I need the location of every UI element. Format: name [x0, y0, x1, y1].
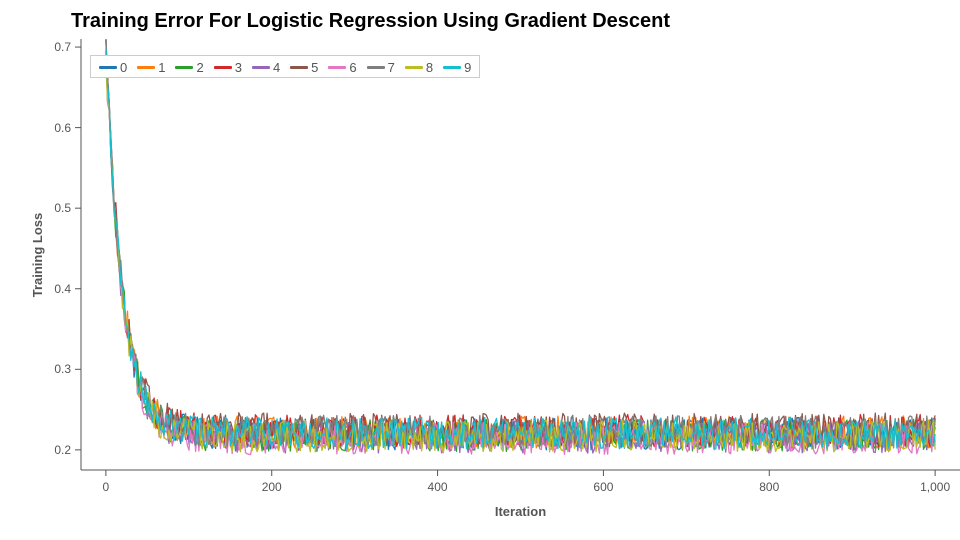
series-line [106, 49, 935, 449]
legend-label: 2 [196, 60, 203, 75]
legend-label: 1 [158, 60, 165, 75]
series-line [106, 61, 935, 448]
legend-swatch [443, 66, 461, 69]
legend-item: 5 [290, 60, 318, 75]
legend-swatch [175, 66, 193, 69]
legend-item: 6 [328, 60, 356, 75]
legend-item: 7 [367, 60, 395, 75]
x-tick-label: 0 [103, 480, 110, 494]
legend-label: 7 [388, 60, 395, 75]
chart-container: Training Error For Logistic Regression U… [0, 0, 960, 540]
series-line [106, 34, 935, 447]
legend-item: 1 [137, 60, 165, 75]
legend-label: 4 [273, 60, 280, 75]
legend-swatch [99, 66, 117, 69]
series-line [106, 51, 935, 445]
series-line [106, 40, 935, 447]
legend-swatch [252, 66, 270, 69]
legend-item: 4 [252, 60, 280, 75]
legend-swatch [328, 66, 346, 69]
legend-swatch [367, 66, 385, 69]
legend-label: 3 [235, 60, 242, 75]
legend-item: 2 [175, 60, 203, 75]
legend-swatch [290, 66, 308, 69]
legend-swatch [137, 66, 155, 69]
y-tick-label: 0.7 [54, 40, 71, 54]
legend-item: 0 [99, 60, 127, 75]
legend-swatch [214, 66, 232, 69]
x-tick-label: 400 [428, 480, 448, 494]
legend-label: 8 [426, 60, 433, 75]
y-tick-label: 0.4 [54, 282, 71, 296]
y-tick-label: 0.6 [54, 121, 71, 135]
x-tick-label: 600 [593, 480, 613, 494]
y-tick-label: 0.2 [54, 443, 71, 457]
legend: 0 1 2 3 4 5 6 7 8 9 [90, 55, 480, 78]
legend-label: 5 [311, 60, 318, 75]
series-line [106, 62, 935, 453]
series-line [106, 40, 935, 450]
legend-label: 6 [349, 60, 356, 75]
legend-label: 0 [120, 60, 127, 75]
legend-item: 9 [443, 60, 471, 75]
x-tick-label: 1,000 [920, 480, 950, 494]
series-line [106, 55, 935, 452]
series-line [106, 51, 935, 454]
x-tick-label: 800 [759, 480, 779, 494]
legend-label: 9 [464, 60, 471, 75]
legend-swatch [405, 66, 423, 69]
x-tick-label: 200 [262, 480, 282, 494]
y-tick-label: 0.5 [54, 201, 71, 215]
line-chart [0, 0, 960, 540]
y-tick-label: 0.3 [54, 362, 71, 376]
series-line [106, 37, 935, 453]
legend-item: 8 [405, 60, 433, 75]
legend-item: 3 [214, 60, 242, 75]
